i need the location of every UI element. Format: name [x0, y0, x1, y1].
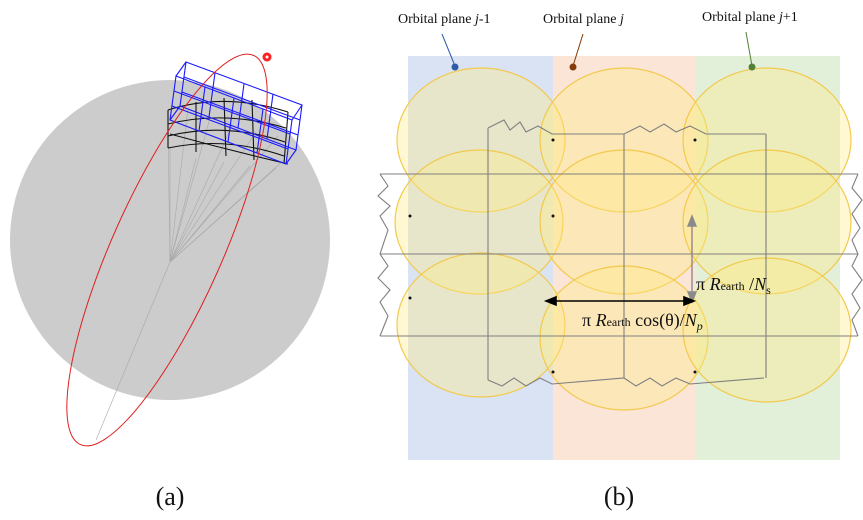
subpoint-dot [551, 214, 555, 218]
label-plane-j-plus-1: Orbital plane j+1 [702, 10, 798, 25]
coverage-circle [682, 257, 852, 403]
plane-band-j-minus-1 [408, 56, 553, 460]
satellite-marker-center [265, 55, 269, 59]
caption-b: (b) [604, 482, 634, 511]
vertical-spacing-label: π Rearth /Ns [696, 274, 771, 297]
subpoint-dot [408, 214, 412, 218]
coverage-circle [682, 149, 852, 295]
label-plane-j-minus-1: Orbital plane j-1 [398, 12, 491, 27]
projection-lines [95, 107, 285, 441]
panel-a: (a) [10, 52, 330, 511]
coverage-circle [396, 67, 566, 213]
vertical-spacing-arrow [686, 214, 698, 304]
satellite-cell-grid [169, 61, 303, 165]
panel-b: Orbital plane j-1 Orbital plane j Orbita… [377, 10, 863, 511]
subpoint-dot [693, 138, 697, 142]
coverage-circles [394, 67, 852, 411]
subpoint-dot [408, 296, 412, 300]
coverage-circle [682, 67, 852, 213]
caption-a: (a) [156, 482, 185, 511]
cell-grid [377, 119, 863, 387]
subpoint-dot [551, 138, 555, 142]
label-plane-j: Orbital plane j [543, 12, 624, 27]
coverage-circle [394, 149, 564, 295]
orbit-path [66, 53, 268, 447]
subpoint-dot [551, 370, 555, 374]
plane-marker-j [569, 63, 577, 71]
subpoint-dots [408, 138, 697, 374]
plane-marker-j-plus-1 [748, 63, 756, 71]
horizontal-spacing-arrow [543, 295, 697, 307]
plane-label-markers [441, 31, 756, 71]
horizontal-spacing-label: π Rearth cos(θ)/Np [582, 310, 703, 333]
plane-marker-j-minus-1 [451, 63, 459, 71]
subpoint-dot [693, 370, 697, 374]
coverage-circle [396, 252, 566, 398]
